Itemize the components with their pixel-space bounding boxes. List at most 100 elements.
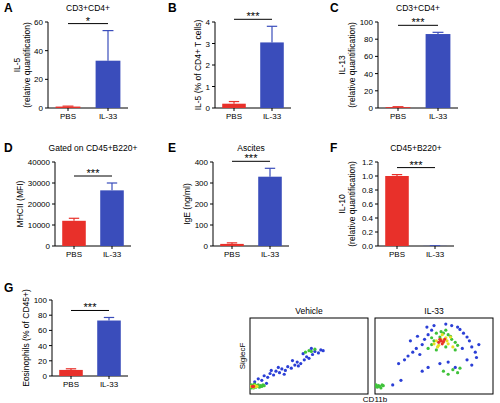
y-tick-label: 40: [38, 342, 47, 351]
y-tick-label: 0: [43, 372, 48, 381]
error-bar: [392, 175, 402, 176]
point: [427, 366, 430, 369]
error-bar: [103, 31, 114, 61]
error-bar: [267, 26, 277, 42]
y-tick-label: 0: [39, 104, 44, 113]
y-tick: [52, 183, 55, 184]
bar-panel: B01234IL-5 (% of CD4+ T cells)PBSIL-33**…: [168, 1, 291, 121]
x-tick-label: PBS: [224, 250, 240, 259]
x-tick-label: IL-33: [429, 112, 448, 121]
y-tick-label: 0.0: [362, 242, 374, 251]
panel-letter: E: [168, 141, 176, 155]
y-axis-label: (relative quantification): [22, 22, 32, 108]
point: [255, 385, 258, 388]
point: [277, 366, 280, 369]
significance-label: ***: [412, 16, 426, 28]
point: [430, 336, 433, 339]
plot-frame: [375, 318, 493, 394]
point: [274, 370, 277, 373]
y-tick: [375, 218, 378, 219]
marks: [62, 183, 124, 246]
y-tick: [210, 162, 213, 163]
y-tick: [375, 204, 378, 205]
y-tick: [375, 56, 378, 57]
marks: [220, 168, 282, 246]
y-tick-label: 400: [195, 158, 209, 167]
bar: [96, 61, 121, 108]
point: [265, 382, 268, 385]
point: [443, 338, 446, 341]
x-tick-label: IL-33: [263, 112, 282, 121]
y-tick-label: 80: [38, 311, 47, 320]
point: [447, 373, 450, 376]
significance-label: ***: [247, 10, 261, 22]
point: [441, 333, 444, 336]
point: [468, 339, 471, 342]
x-tick-label: IL-33: [100, 380, 119, 389]
point: [447, 342, 450, 345]
y-tick-label: 40: [364, 70, 373, 79]
marks: [375, 322, 480, 389]
error-cap: [227, 242, 237, 243]
bar: [426, 34, 451, 108]
bar: [62, 221, 86, 246]
y-axis-label: MHCII (MFI): [15, 180, 25, 227]
point: [299, 362, 302, 365]
point: [310, 350, 313, 353]
chart-title: Vehicle: [295, 306, 323, 316]
y-axis-label: IgE (ng/ml): [182, 183, 192, 225]
point: [435, 348, 438, 351]
marks: [385, 175, 447, 246]
point: [438, 338, 441, 341]
point: [427, 347, 430, 350]
x-tick-label: IL-33: [426, 250, 445, 259]
bar: [260, 42, 284, 108]
point: [449, 335, 452, 338]
bar: [423, 245, 447, 246]
error-cap: [393, 106, 404, 107]
error-bar: [265, 168, 275, 176]
error-bar: [430, 245, 440, 246]
y-tick: [375, 162, 378, 163]
point: [307, 357, 310, 360]
y-tick: [52, 204, 55, 205]
point: [391, 383, 394, 386]
x-axis-label: CD11b: [363, 395, 388, 403]
point: [425, 326, 428, 329]
x-tick: [74, 246, 75, 249]
x-tick-label: IL-33: [99, 112, 118, 121]
point: [257, 377, 260, 380]
point: [421, 343, 424, 346]
bar: [258, 177, 282, 246]
marks: [386, 32, 451, 108]
y-tick-label: 0.6: [362, 200, 374, 209]
point: [311, 353, 314, 356]
bar: [222, 104, 246, 108]
point: [403, 358, 406, 361]
x-tick-label: PBS: [390, 112, 406, 121]
x-tick: [234, 108, 235, 111]
bar: [220, 244, 244, 246]
significance-label: ***: [410, 159, 424, 171]
error-bar: [69, 218, 79, 221]
error-bar: [393, 106, 404, 107]
y-axis-label: (relative quantification): [347, 161, 357, 247]
chart-title: CD3+CD4+: [396, 3, 440, 13]
x-tick: [397, 246, 398, 249]
x-tick-label: PBS: [389, 250, 405, 259]
point: [456, 326, 459, 329]
point: [444, 322, 447, 325]
y-tick: [49, 376, 52, 377]
error-stem: [269, 168, 270, 176]
point: [444, 345, 447, 348]
y-tick-label: 3: [206, 40, 211, 49]
point: [451, 345, 454, 348]
page: {"chart_data": [ {"type": "bar", "panel"…: [0, 0, 500, 403]
point: [252, 386, 255, 389]
error-cap: [392, 174, 402, 175]
y-tick-label: 60: [364, 52, 373, 61]
y-tick-label: 20: [38, 357, 47, 366]
error-cap: [63, 106, 74, 107]
point: [399, 379, 402, 382]
y-tick: [49, 345, 52, 346]
